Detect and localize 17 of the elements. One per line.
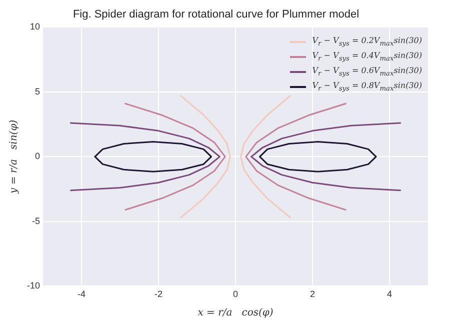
x-tick-label: 0 (232, 289, 238, 300)
x-tick-label: -4 (78, 289, 86, 300)
legend-label: V$_{r}$ − V$_{sys}$ = 0.6V$_{max}$sin(30) (312, 66, 422, 78)
y-tick-label: 0 (34, 151, 40, 162)
y-tick-label: 5 (34, 86, 40, 96)
x-tick-label: 4 (386, 289, 392, 300)
x-tick-label: 2 (310, 289, 316, 300)
y-axis-title: y = r/a sin(φ) (8, 120, 20, 195)
y-tick-label: -5 (32, 216, 40, 226)
legend-label: V$_{r}$ − V$_{sys}$ = 0.8V$_{max}$sin(30) (312, 80, 422, 92)
y-tick-label: -10 (26, 280, 40, 291)
legend-label: V$_{r}$ − V$_{sys}$ = 0.4V$_{max}$sin(30) (312, 50, 422, 62)
x-axis-title: x = r/a cos(φ) (198, 308, 274, 319)
y-tick-label: 10 (30, 22, 40, 32)
x-tick-label: -2 (154, 289, 163, 300)
legend-label: V$_{r}$ − V$_{sys}$ = 0.2V$_{max}$sin(30) (312, 36, 422, 48)
chart-title: Fig. Spider diagram for rotational curve for Plummer model (72, 8, 360, 21)
